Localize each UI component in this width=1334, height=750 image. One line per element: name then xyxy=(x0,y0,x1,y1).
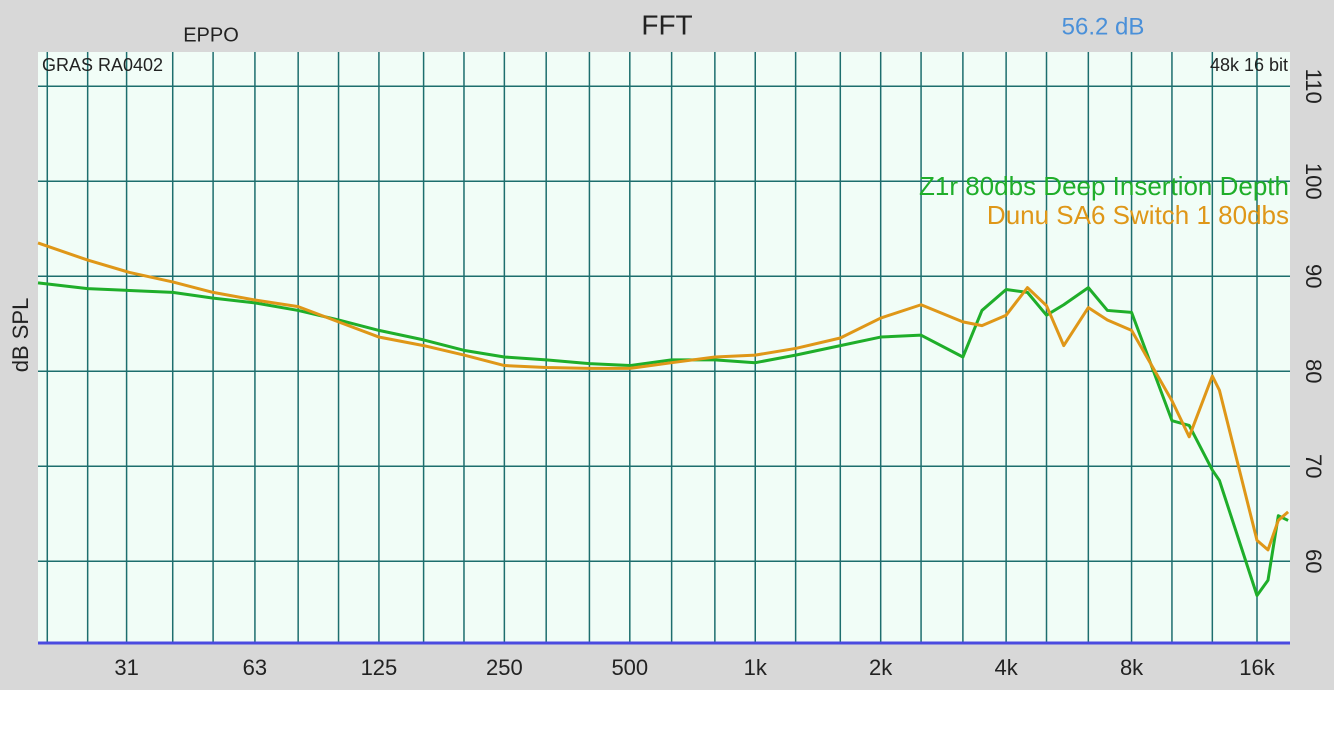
x-tick-label: 1k xyxy=(744,655,768,680)
y-tick-label: 80 xyxy=(1301,359,1326,383)
format-label: 48k 16 bit xyxy=(1210,55,1288,75)
series-lines xyxy=(37,241,1290,597)
legend-entry: Z1r 80dbs Deep Insertion Depth xyxy=(919,171,1289,201)
x-tick-label: 31 xyxy=(114,655,138,680)
x-tick-label: 2k xyxy=(869,655,893,680)
legend-entry: Dunu SA6 Switch 1 80dbs xyxy=(987,200,1289,230)
x-tick-label: 250 xyxy=(486,655,523,680)
x-tick-label: 4k xyxy=(995,655,1019,680)
device-label: EPPO xyxy=(183,24,239,46)
chart-title: FFT xyxy=(641,9,692,40)
series-line xyxy=(37,241,1290,552)
x-tick-label: 16k xyxy=(1239,655,1275,680)
y-axis-label: dB SPL xyxy=(8,298,33,373)
y-tick-label: 70 xyxy=(1301,454,1326,478)
labels: 31 63 125 250 500 1k 2k 4k 8k 16k 60 70 80 90 100 110 Z1… xyxy=(114,69,1326,680)
x-tick-label: 8k xyxy=(1120,655,1144,680)
x-tick-label: 63 xyxy=(243,655,267,680)
plot-area xyxy=(38,52,1290,643)
mic-label: GRAS RA0402 xyxy=(42,55,163,75)
y-tick-label: 90 xyxy=(1301,264,1326,288)
x-tick-label: 500 xyxy=(611,655,648,680)
y-tick-label: 100 xyxy=(1301,163,1326,200)
grid xyxy=(38,52,1290,643)
y-tick-label: 60 xyxy=(1301,549,1326,573)
y-tick-label: 110 xyxy=(1301,69,1326,104)
level-readout: 56.2 dB xyxy=(1062,13,1145,40)
x-tick-label: 125 xyxy=(361,655,398,680)
